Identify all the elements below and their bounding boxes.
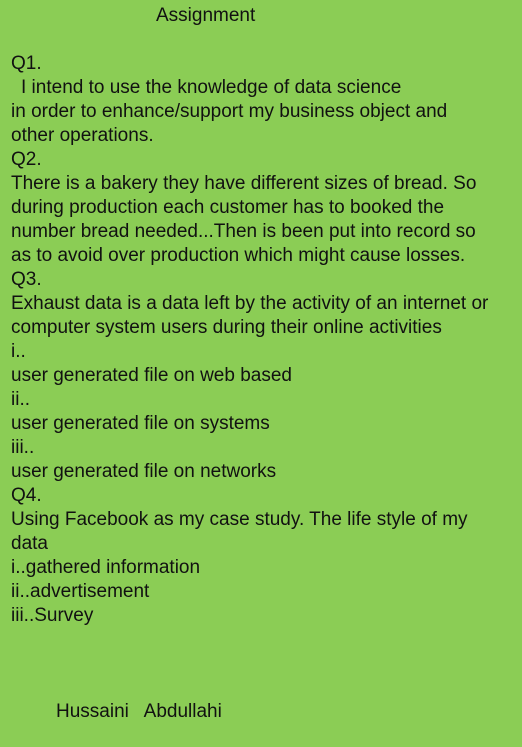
list-marker: ii..	[11, 389, 30, 410]
question-heading: Q4.	[11, 485, 42, 506]
text-line: user generated file on networks	[11, 461, 277, 482]
question-heading: Q2.	[11, 149, 42, 170]
text-line: Using Facebook as my case study. The lif…	[11, 509, 468, 530]
text-line: I intend to use the knowledge of data sc…	[21, 77, 402, 98]
question-heading: Q3.	[11, 269, 42, 290]
text-line: computer system users during their onlin…	[11, 317, 442, 338]
document-body: Q1. I intend to use the knowledge of dat…	[11, 52, 522, 628]
list-marker: iii..	[11, 437, 35, 458]
question-heading: Q1.	[11, 53, 42, 74]
text-line: during production each customer has to b…	[11, 197, 445, 218]
text-line: data	[11, 533, 48, 554]
signature: Hussaini Abdullahi	[56, 701, 222, 722]
list-item: i..gathered information	[11, 557, 201, 578]
text-line: number bread needed...Then is been put i…	[11, 221, 476, 242]
text-line: Exhaust data is a data left by the activ…	[11, 293, 489, 314]
text-line: other operations.	[11, 125, 154, 146]
text-line: There is a bakery they have different si…	[11, 173, 477, 194]
text-line: as to avoid over production which might …	[11, 245, 466, 266]
list-item: iii..Survey	[11, 605, 94, 626]
list-item: ii..advertisement	[11, 581, 150, 602]
text-line: user generated file on systems	[11, 413, 270, 434]
text-line: user generated file on web based	[11, 365, 292, 386]
document-title: Assignment	[156, 5, 256, 26]
text-line: in order to enhance/support my business …	[11, 101, 448, 122]
list-marker: i..	[11, 341, 26, 362]
